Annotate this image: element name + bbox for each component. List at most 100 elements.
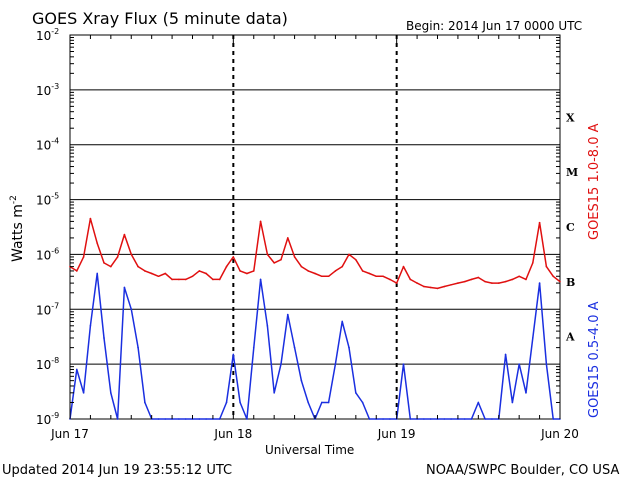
- series-point: [239, 270, 241, 272]
- series-point: [76, 270, 78, 272]
- source-credit: NOAA/SWPC Boulder, CO USA: [426, 463, 619, 478]
- series-point: [96, 272, 99, 275]
- series-point: [545, 363, 548, 365]
- series-point: [518, 275, 520, 278]
- series-point: [246, 272, 248, 275]
- series-point: [239, 401, 241, 404]
- y-axis-label: Watts m-2: [9, 195, 26, 262]
- series-point: [103, 337, 105, 339]
- series-point: [395, 282, 398, 284]
- updated-timestamp: Updated 2014 Jun 19 23:55:12 UTC: [2, 463, 232, 478]
- series-point: [457, 282, 459, 284]
- series-point: [184, 278, 187, 281]
- y-tick-label: 10-9: [36, 411, 59, 427]
- series-point: [477, 276, 480, 279]
- series-point: [157, 418, 160, 420]
- series-point: [307, 270, 309, 272]
- series-point: [198, 418, 201, 420]
- series-point: [144, 270, 146, 272]
- series-point: [246, 418, 248, 420]
- legend-red-series: GOES15 1.0-8.0 A: [587, 123, 602, 240]
- series-point: [259, 278, 262, 281]
- flare-class-label: A: [565, 331, 575, 344]
- series-point: [511, 278, 514, 281]
- series-point: [538, 221, 541, 224]
- series-point: [191, 275, 194, 278]
- x-tick-label: Jun 17: [50, 427, 89, 441]
- series-point: [450, 418, 452, 420]
- series-point: [130, 253, 133, 256]
- series-point: [463, 280, 466, 283]
- series-point: [286, 313, 289, 316]
- series-point: [96, 242, 99, 245]
- series-point: [368, 272, 371, 275]
- series-point: [531, 337, 534, 339]
- series-point: [212, 278, 214, 281]
- series-point: [218, 418, 221, 420]
- flare-class-label: C: [566, 221, 575, 234]
- flare-class-label: B: [566, 276, 575, 289]
- series-point: [123, 286, 126, 289]
- series-point: [538, 282, 541, 284]
- series-point: [429, 418, 432, 420]
- series-point: [184, 418, 187, 420]
- series-point: [76, 368, 78, 371]
- y-tick-label: 10-4: [36, 137, 59, 153]
- y-tick-labels: 10-2 10-3 10-4 10-5 10-6 10-7 10-8 10-9: [36, 27, 560, 427]
- series-point: [423, 285, 425, 288]
- series-point: [334, 363, 337, 365]
- series-point: [286, 237, 289, 239]
- series-point: [144, 401, 146, 404]
- series-point: [341, 320, 344, 323]
- series-point: [484, 280, 486, 283]
- y-tick-label: 10-2: [36, 27, 59, 43]
- series-point: [518, 363, 520, 365]
- series-point: [171, 278, 173, 281]
- y-tick-label: 10-3: [36, 82, 59, 98]
- series-point: [89, 217, 92, 220]
- series-point: [402, 265, 405, 268]
- series-point: [477, 401, 480, 404]
- flare-class-label: X: [566, 111, 575, 124]
- series-point: [321, 401, 323, 404]
- series-point: [402, 363, 405, 365]
- series-point: [348, 346, 350, 349]
- y-tick-label: 10-6: [36, 246, 59, 262]
- series-point: [123, 233, 126, 236]
- series-point: [504, 280, 507, 283]
- y-tick-label: 10-8: [36, 356, 59, 372]
- series-point: [470, 278, 473, 281]
- horizontal-gridlines: [70, 34, 560, 420]
- series-line-long-wavelength: [69, 217, 561, 290]
- series-point: [450, 283, 452, 286]
- series-point: [497, 282, 500, 284]
- series-point: [116, 418, 119, 420]
- series-point: [375, 275, 378, 278]
- series-point: [470, 418, 473, 420]
- series-point: [150, 272, 153, 275]
- series-point: [178, 278, 180, 281]
- series-point: [178, 418, 180, 420]
- series-point: [103, 262, 105, 264]
- series-line-short-wavelength: [69, 272, 560, 420]
- series-point: [423, 418, 425, 420]
- series-point: [355, 392, 357, 394]
- series-point: [252, 346, 255, 349]
- series-point: [157, 275, 160, 278]
- series-point: [280, 258, 282, 261]
- y-tick-label: 10-7: [36, 301, 59, 317]
- series-point: [443, 418, 446, 420]
- series-point: [389, 418, 391, 420]
- series-point: [205, 418, 207, 420]
- series-point: [416, 282, 418, 284]
- series-point: [484, 418, 486, 420]
- series-point: [559, 280, 561, 283]
- series-point: [552, 275, 554, 278]
- series-point: [545, 265, 548, 268]
- series-point: [110, 265, 112, 268]
- series-point: [314, 272, 316, 275]
- series-layer: [69, 217, 561, 420]
- begin-label: Begin: 2014 Jun 17 0000 UTC: [406, 19, 582, 33]
- series-point: [361, 270, 364, 272]
- plot-frame: [69, 34, 561, 420]
